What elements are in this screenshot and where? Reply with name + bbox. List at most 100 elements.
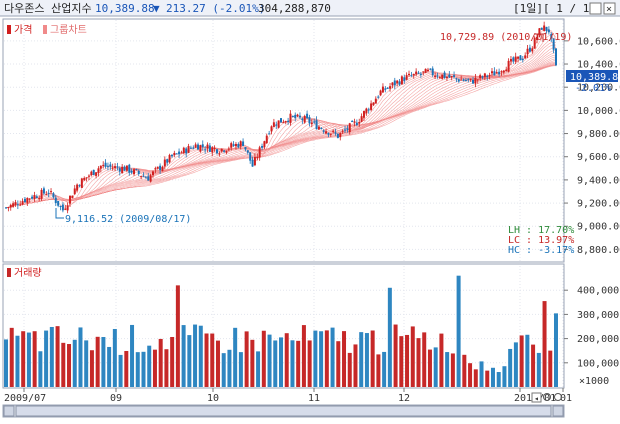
candle-body	[431, 68, 434, 76]
candle-body	[396, 80, 399, 84]
candle-body	[123, 166, 126, 171]
candle-body	[42, 188, 45, 194]
candle-body	[64, 208, 67, 210]
volume-bar	[118, 354, 123, 387]
high-pointer	[535, 33, 544, 42]
zoom-in-icon[interactable]	[554, 393, 562, 401]
candle-body	[377, 96, 380, 98]
volume-bar	[147, 345, 152, 387]
candle-body	[261, 145, 264, 148]
candle-body	[218, 153, 221, 155]
volume-bar	[261, 330, 266, 387]
candle-body	[358, 122, 361, 124]
candle-body	[178, 151, 181, 155]
moving-average-line	[5, 30, 557, 209]
candle-body	[253, 156, 256, 166]
current-change: -2.01%	[575, 83, 611, 94]
candle-body	[277, 120, 280, 128]
volume-series	[4, 275, 558, 387]
scroll-right-arrow[interactable]	[552, 405, 564, 417]
candle-body	[14, 202, 17, 205]
price-legend-swatch	[7, 25, 11, 34]
scroll-left-button[interactable]	[531, 392, 542, 403]
candle-body	[453, 75, 456, 77]
moving-average-line	[5, 33, 557, 209]
candle-body	[490, 71, 493, 74]
volume-bar	[78, 327, 83, 387]
candle-body	[393, 80, 396, 86]
moving-average-line	[5, 54, 557, 209]
volume-bar	[107, 346, 112, 387]
candle-body	[5, 207, 7, 209]
candle-body	[258, 147, 261, 158]
volume-legend[interactable]: 거래량	[14, 267, 42, 279]
volume-bar	[67, 344, 72, 387]
candle-body	[403, 77, 406, 81]
candle-body	[488, 75, 491, 77]
candle-body	[23, 198, 26, 203]
volume-bar	[301, 325, 306, 387]
candle-body	[348, 123, 351, 133]
candle-body	[332, 130, 335, 132]
candle-body	[237, 143, 240, 148]
volume-bar	[364, 333, 369, 387]
candle-body	[533, 37, 536, 49]
candle-body	[298, 115, 301, 118]
volume-bar	[496, 372, 501, 387]
price-legend[interactable]: 가격	[14, 23, 32, 36]
candle-body	[386, 87, 389, 89]
candle-body	[263, 141, 266, 148]
date-tick-label: 09	[110, 393, 122, 404]
candle-body	[161, 166, 164, 171]
volume-bar	[15, 335, 20, 387]
candle-body	[149, 175, 152, 182]
candle-body	[135, 169, 138, 171]
period-controls[interactable]: [1일][ 1 / 1 ]	[513, 1, 603, 15]
volume-bar	[49, 326, 54, 387]
candle-body	[92, 169, 95, 175]
candle-body	[85, 177, 88, 179]
volume-bar	[244, 331, 249, 387]
candle-body	[159, 165, 162, 171]
candle-body	[206, 144, 209, 149]
volume-bar	[462, 354, 467, 387]
scroll-left-arrow[interactable]	[3, 405, 15, 417]
candle-body	[99, 165, 102, 169]
candle-body	[121, 166, 124, 174]
candle-body	[246, 150, 249, 153]
candle-body	[223, 150, 226, 152]
candle-body	[493, 71, 496, 76]
volume-tick-label: 100,000	[577, 358, 619, 369]
current-price-box	[566, 70, 618, 82]
candle-body	[555, 48, 557, 66]
candle-body	[384, 88, 387, 90]
candle-body	[168, 155, 171, 163]
candle-body	[242, 141, 245, 147]
candle-body	[521, 59, 524, 61]
candle-body	[52, 193, 55, 198]
group-chart-legend[interactable]: 그룹차트	[50, 24, 87, 36]
volume-bar	[124, 350, 129, 387]
candle-body	[187, 146, 190, 153]
candle-body	[213, 148, 216, 150]
minimize-button[interactable]	[589, 2, 602, 15]
candle-body	[327, 132, 330, 135]
candle-body	[90, 171, 93, 176]
volume-bar	[468, 363, 473, 387]
candle-body	[519, 55, 522, 61]
candle-body	[301, 118, 304, 121]
zoom-out-icon[interactable]	[543, 393, 551, 401]
candle-body	[457, 79, 460, 82]
scrollbar-thumb[interactable]	[15, 405, 552, 417]
close-button[interactable]	[603, 2, 616, 15]
volume-bar	[290, 340, 295, 387]
volume-bar	[336, 341, 341, 387]
volume-bar	[307, 340, 312, 387]
candle-body	[408, 73, 411, 76]
candle-body	[455, 78, 458, 80]
volume-bar	[21, 331, 26, 387]
volume-bar	[399, 336, 404, 387]
candle-body	[424, 68, 427, 73]
candle-body	[180, 152, 183, 154]
candle-body	[417, 72, 420, 74]
